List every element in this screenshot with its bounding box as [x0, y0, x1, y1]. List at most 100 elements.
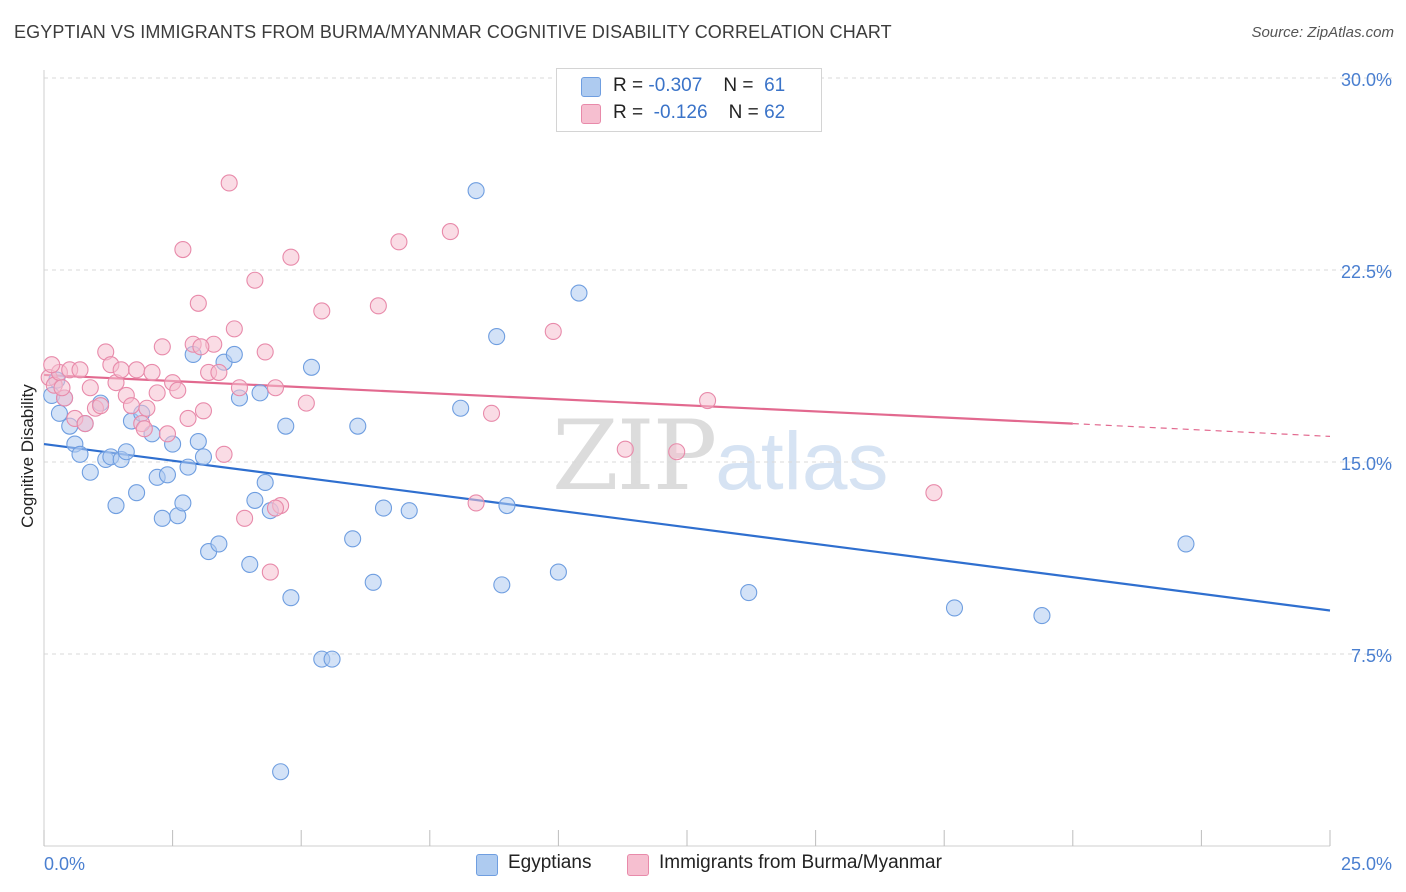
- burma-point: [71, 361, 89, 379]
- egyptian-point: [452, 399, 470, 417]
- y-tick-label: 30.0%: [1341, 70, 1392, 90]
- egyptian-point: [323, 650, 341, 668]
- x-tick-label: 25.0%: [1341, 854, 1392, 874]
- y-tick-label: 15.0%: [1341, 454, 1392, 474]
- egyptian-point: [570, 284, 588, 302]
- burma-point: [122, 397, 140, 415]
- legend-swatch-pink: [581, 104, 601, 124]
- source-label: Source: ZipAtlas.com: [1251, 24, 1394, 41]
- burma-point: [441, 223, 459, 241]
- r-label: R =: [613, 75, 644, 96]
- burma-point: [261, 563, 279, 581]
- burma-point: [390, 233, 408, 251]
- burma-point: [194, 402, 213, 420]
- n-label: N =: [728, 102, 759, 123]
- trend-lines: [43, 373, 1331, 612]
- r-value: -0.126: [653, 102, 708, 123]
- burma-point: [143, 363, 161, 381]
- tick-labels: 7.5% 15.0% 22.5% 30.0% 0.0% 25.0%: [44, 70, 1392, 874]
- egyptian-point: [1033, 607, 1051, 625]
- burma-point: [53, 379, 71, 397]
- burma-point: [925, 484, 943, 502]
- watermark: ZIPatlas: [552, 400, 888, 512]
- bottom-swatch-blue: [476, 854, 498, 876]
- egyptian-point: [117, 443, 135, 461]
- burma-point: [482, 404, 501, 422]
- egyptian-point: [493, 576, 511, 594]
- egyptian-trend-line: [43, 442, 1331, 612]
- egyptian-point: [740, 584, 758, 602]
- egyptian-point: [549, 563, 567, 581]
- egyptian-point: [282, 589, 300, 607]
- egyptian-point: [158, 466, 177, 484]
- burma-point: [668, 443, 686, 461]
- burma-point: [467, 494, 485, 512]
- egyptian-point: [277, 417, 295, 435]
- egyptian-point: [174, 494, 192, 512]
- burma-point: [76, 415, 94, 433]
- burma-point: [174, 240, 192, 259]
- burma-point: [135, 420, 153, 438]
- bottom-legend-label: Egyptians: [508, 852, 592, 873]
- data-points: [40, 174, 1195, 781]
- burma-point: [192, 338, 210, 356]
- burma-point: [230, 379, 249, 397]
- burma-point: [210, 363, 228, 381]
- burma-point: [236, 509, 254, 527]
- burma-point: [43, 356, 61, 374]
- n-label: N =: [723, 75, 754, 96]
- legend-swatch-blue: [581, 77, 601, 97]
- egyptian-point: [50, 404, 68, 422]
- egyptian-point: [153, 509, 171, 527]
- burma-point: [266, 499, 285, 517]
- egyptian-point: [71, 445, 89, 463]
- watermark-atlas: atlas: [715, 416, 889, 507]
- egyptian-point: [246, 491, 264, 509]
- burma-point: [282, 248, 300, 266]
- burma-point: [215, 445, 233, 463]
- stats-legend: R = -0.307 N = 61 R = -0.126 N = 62: [556, 68, 822, 132]
- bottom-legend-label: Immigrants from Burma/Myanmar: [659, 852, 942, 873]
- burma-trend-extension: [1072, 423, 1331, 437]
- axes: [43, 70, 1331, 847]
- egyptian-point: [128, 484, 146, 502]
- burma-point: [81, 379, 99, 397]
- burma-point: [92, 397, 110, 415]
- x-tick-label: 0.0%: [44, 854, 85, 874]
- egyptian-point: [364, 573, 382, 591]
- egyptian-point: [488, 328, 506, 346]
- egyptian-point: [189, 432, 207, 451]
- burma-point: [148, 384, 166, 402]
- burma-point: [369, 297, 387, 315]
- n-value: 62: [764, 102, 786, 123]
- y-tick-label: 7.5%: [1351, 646, 1392, 666]
- egyptian-point: [400, 502, 418, 520]
- egyptian-point: [210, 535, 228, 553]
- egyptian-point: [194, 448, 213, 466]
- burma-point: [128, 361, 146, 379]
- r-label: R =: [613, 102, 644, 123]
- egyptian-point: [1177, 535, 1195, 553]
- burma-point: [313, 302, 331, 320]
- egyptian-point: [107, 496, 125, 515]
- n-value: 61: [764, 75, 786, 96]
- egyptian-point: [945, 599, 964, 617]
- burma-point: [616, 440, 634, 458]
- burma-point: [158, 425, 177, 443]
- egyptian-point: [467, 182, 485, 200]
- y-tick-label: 22.5%: [1341, 262, 1392, 282]
- egyptian-point: [272, 763, 290, 781]
- r-value: -0.307: [648, 75, 703, 96]
- burma-point: [138, 399, 156, 417]
- burma-point: [225, 320, 243, 338]
- burma-point: [112, 361, 130, 379]
- bottom-swatch-pink: [627, 854, 649, 876]
- burma-point: [297, 394, 315, 412]
- legend-text: R = -0.126 N = 62: [613, 102, 785, 124]
- burma-point: [266, 379, 285, 397]
- egyptian-point: [81, 463, 99, 481]
- burma-point: [256, 343, 274, 361]
- burma-point: [179, 409, 197, 428]
- egyptian-point: [302, 358, 321, 376]
